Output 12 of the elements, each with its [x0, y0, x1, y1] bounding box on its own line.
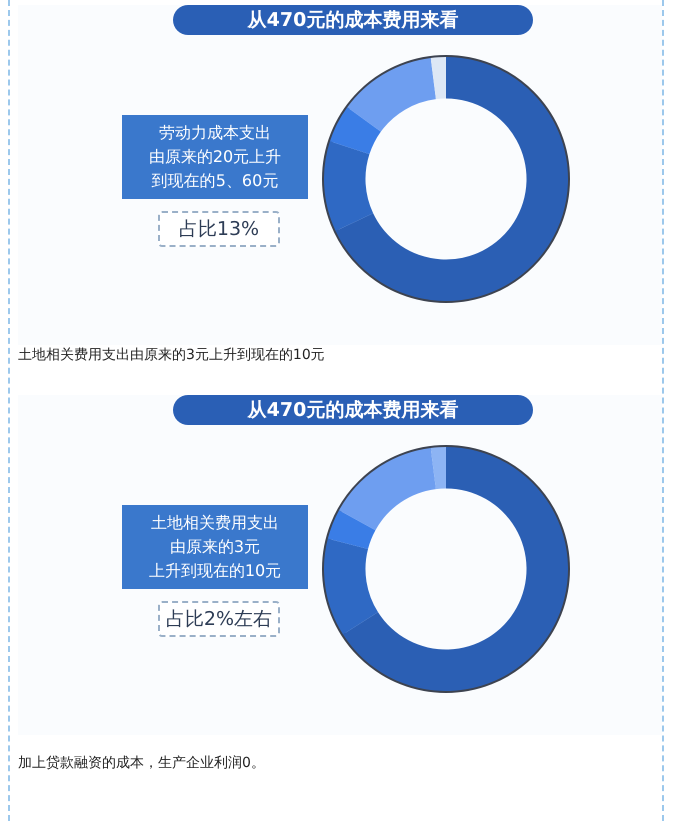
text: 占比2%左右: [158, 601, 280, 637]
text: 劳动力成本支出: [158, 122, 272, 144]
text: 由原来的3元: [168, 536, 262, 558]
text: 土地相关费用支出由原来的3元上升到现在的10元: [18, 346, 325, 364]
text: 到现在的5、60元: [150, 170, 280, 192]
text: 加上贷款融资的成本，生产企业利润0。: [18, 754, 265, 772]
text: 土地相关费用支出: [150, 512, 280, 534]
chart-title: 从470元的成本费用来看: [173, 5, 533, 35]
text: 占比13%: [158, 211, 280, 247]
text: 上升到现在的10元: [148, 560, 282, 582]
chart-title: 从470元的成本费用来看: [173, 395, 533, 425]
text: 由原来的20元上升: [148, 146, 282, 168]
